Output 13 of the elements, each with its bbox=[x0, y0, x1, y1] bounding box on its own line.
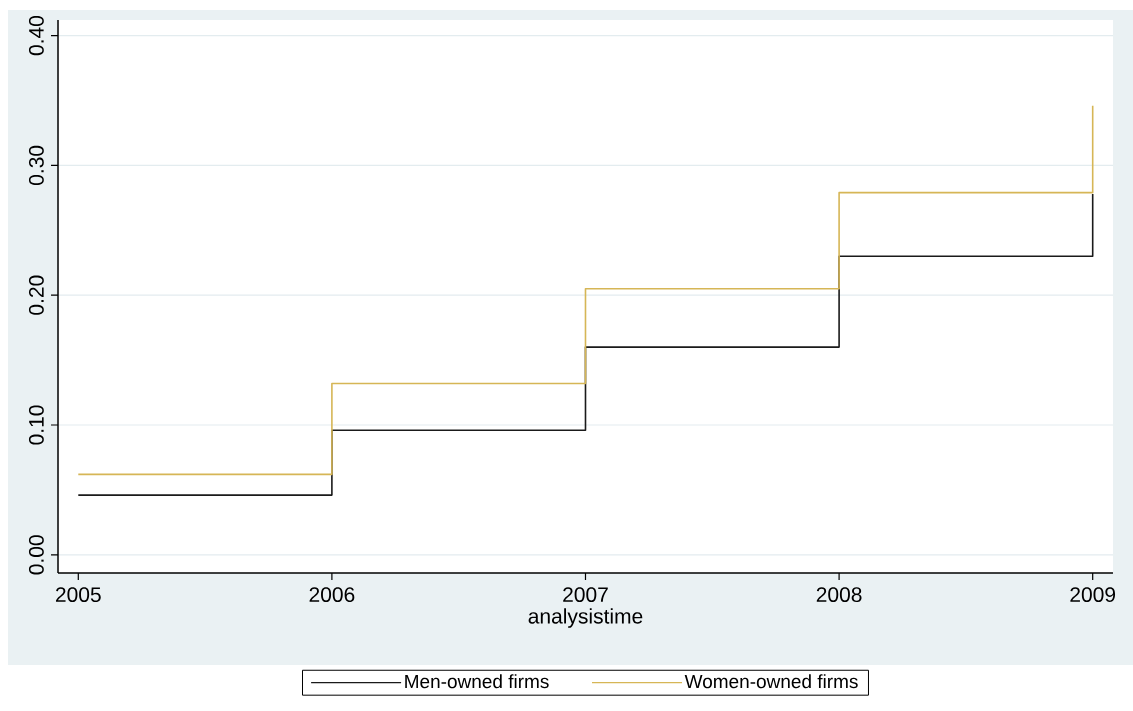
x-tick-label: 2007 bbox=[563, 587, 608, 603]
y-tick-label: 0.40 bbox=[28, 15, 44, 56]
y-tick-label: 0.00 bbox=[28, 535, 44, 575]
legend-label: Men-owned firms bbox=[405, 674, 549, 689]
x-tick-label: 2005 bbox=[55, 587, 101, 603]
x-axis-title: analysistime bbox=[528, 608, 643, 628]
y-tick-label: 0.30 bbox=[28, 145, 44, 185]
x-tick-label: 2006 bbox=[309, 587, 355, 603]
x-tick-label: 2008 bbox=[816, 587, 862, 603]
y-tick-label: 0.20 bbox=[28, 275, 44, 315]
legend-label: Women-owned firms bbox=[684, 674, 858, 689]
y-tick-label: 0.10 bbox=[28, 405, 44, 445]
x-tick-label: 2009 bbox=[1070, 587, 1116, 603]
